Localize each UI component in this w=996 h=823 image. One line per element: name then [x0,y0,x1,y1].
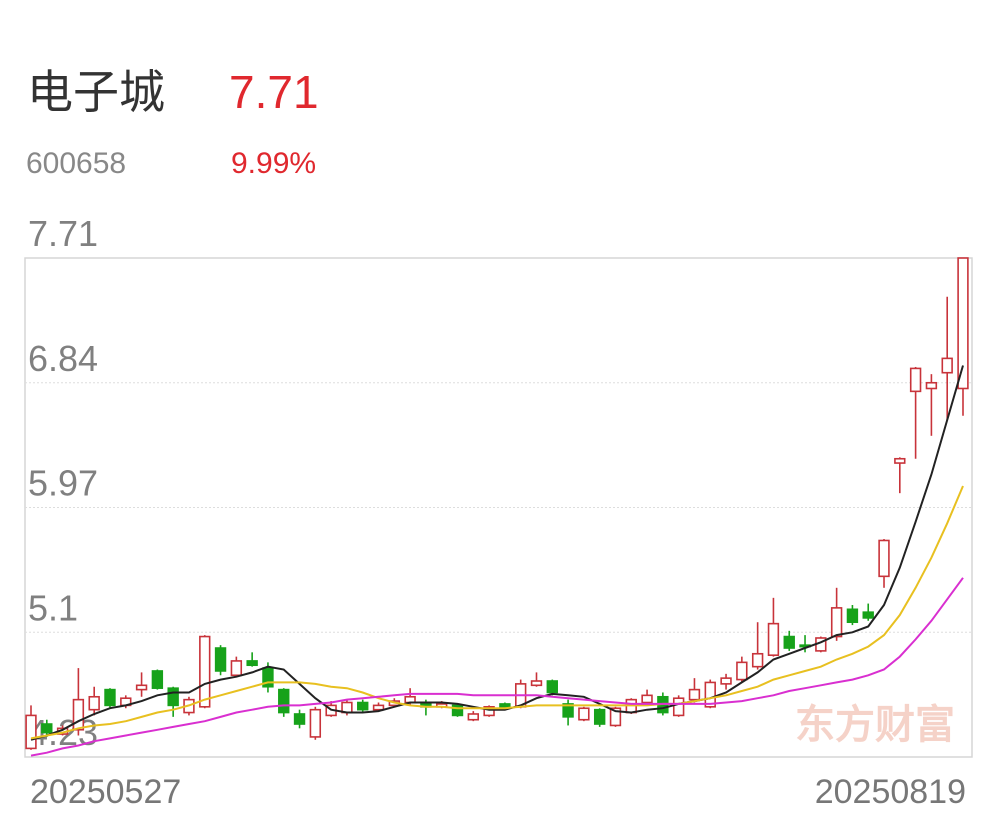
candle-body [846,608,859,624]
ma-line [30,365,964,741]
watermark: 东方财富 [795,703,955,747]
candle-body [578,707,590,721]
candle-body [199,635,211,708]
candle-body [278,688,290,714]
candle-body [309,708,322,738]
stock-change: 9.99% [231,147,316,180]
candle-body [941,357,953,374]
candle-body [704,681,716,708]
ma-line [30,577,964,757]
candle-body [878,539,890,578]
candle-body [135,684,148,691]
candle-body [862,611,874,619]
candle-body [72,698,85,731]
stock-code: 600658 [26,147,126,180]
x-tick-label: 20250527 [30,773,181,811]
candle-body [483,706,495,717]
candle-body [88,695,100,711]
y-tick-label: 5.97 [28,463,98,504]
candle-body [262,667,274,688]
candle-body [672,697,685,717]
candle-body [41,723,53,734]
candle-body [546,680,558,694]
candle-body [214,647,227,672]
candle-body [246,660,258,667]
candle-body [451,704,464,717]
x-tick-label: 20250819 [815,773,966,811]
y-tick-label: 6.84 [28,338,98,379]
candle-body [909,367,922,393]
y-tick-label: 5.1 [28,587,78,628]
candle-body [894,457,906,464]
candle-body [736,661,748,681]
candle-body [372,704,385,711]
candle-body [25,714,37,750]
candle-body [593,708,606,725]
candle-body [562,703,574,718]
candle-body [641,694,653,704]
candle-body [751,652,764,668]
candle-body [467,713,480,721]
ma-line [30,485,964,740]
candle-body [499,703,511,708]
stock-name: 电子城 [27,66,165,118]
candle-body [230,660,243,677]
candle-body [720,677,732,685]
candle-body [767,622,780,656]
candle-body [151,670,164,689]
candle-body [167,687,179,707]
candle-body [530,680,543,687]
candle-body [783,635,795,649]
stock-price: 7.71 [229,66,319,118]
candle-body [104,688,116,707]
candle-body [925,381,938,390]
candle-body [830,607,843,638]
candle-body [609,707,622,727]
candle-body [688,688,701,701]
y-tick-label: 7.71 [28,213,98,254]
candle-body [357,701,369,711]
candle-body [293,713,306,725]
candle-body [957,257,969,390]
